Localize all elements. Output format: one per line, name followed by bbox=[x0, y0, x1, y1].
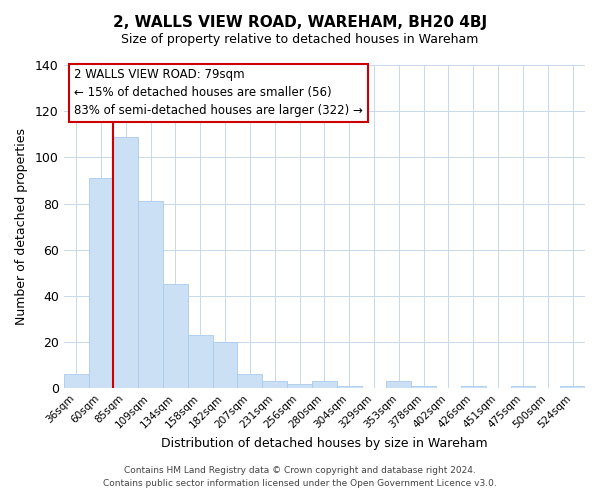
Bar bbox=[560, 386, 585, 388]
Y-axis label: Number of detached properties: Number of detached properties bbox=[15, 128, 28, 325]
Bar bbox=[212, 342, 238, 388]
Text: Contains HM Land Registry data © Crown copyright and database right 2024.
Contai: Contains HM Land Registry data © Crown c… bbox=[103, 466, 497, 487]
Bar bbox=[163, 284, 188, 389]
Bar bbox=[386, 382, 411, 388]
X-axis label: Distribution of detached houses by size in Wareham: Distribution of detached houses by size … bbox=[161, 437, 488, 450]
Bar bbox=[312, 382, 337, 388]
Bar bbox=[64, 374, 89, 388]
Text: 2, WALLS VIEW ROAD, WAREHAM, BH20 4BJ: 2, WALLS VIEW ROAD, WAREHAM, BH20 4BJ bbox=[113, 15, 487, 30]
Bar bbox=[89, 178, 113, 388]
Bar bbox=[461, 386, 486, 388]
Text: Size of property relative to detached houses in Wareham: Size of property relative to detached ho… bbox=[121, 32, 479, 46]
Text: 2 WALLS VIEW ROAD: 79sqm
← 15% of detached houses are smaller (56)
83% of semi-d: 2 WALLS VIEW ROAD: 79sqm ← 15% of detach… bbox=[74, 68, 363, 117]
Bar bbox=[511, 386, 535, 388]
Bar bbox=[238, 374, 262, 388]
Bar bbox=[113, 136, 138, 388]
Bar bbox=[188, 335, 212, 388]
Bar bbox=[411, 386, 436, 388]
Bar bbox=[138, 202, 163, 388]
Bar bbox=[287, 384, 312, 388]
Bar bbox=[262, 382, 287, 388]
Bar bbox=[337, 386, 362, 388]
